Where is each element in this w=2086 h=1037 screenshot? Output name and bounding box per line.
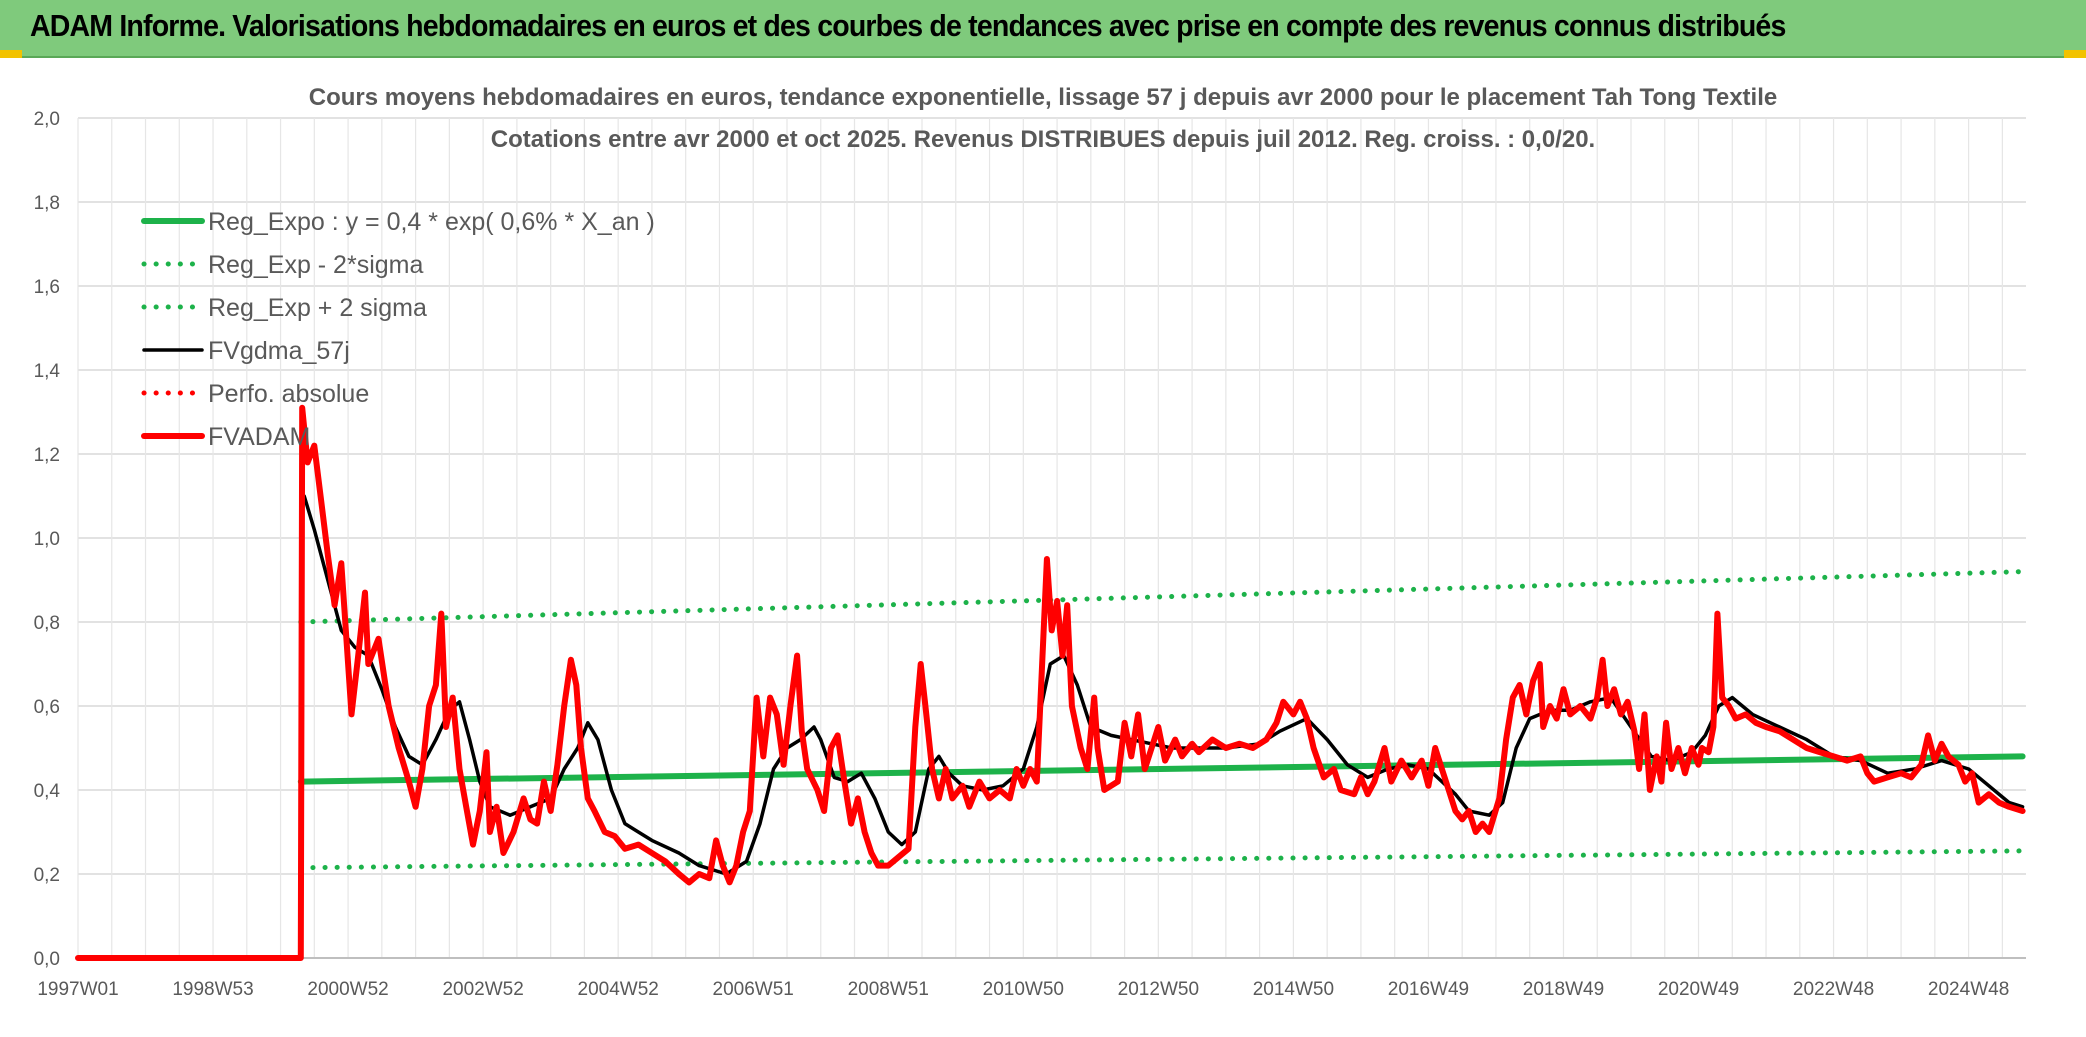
y-tick-label: 0,2 [34,865,60,886]
grid [77,117,2026,959]
legend-label: Reg_Exp + 2 sigma [208,294,427,322]
chart-title: Cours moyens hebdomadaires en euros, ten… [309,84,1777,111]
y-tick-label: 0,8 [34,613,60,634]
report-banner: ADAM Informe. Valorisations hebdomadaire… [0,0,2086,58]
y-tick-label: 1,0 [34,529,60,550]
y-tick-label: 1,2 [34,445,60,466]
corner-accent-left [0,50,22,58]
corner-accent-right [2064,50,2086,58]
x-tick-label: 2010W50 [983,979,1064,1000]
x-tick-label: 2006W51 [713,979,794,1000]
chart-subtitle: Cotations entre avr 2000 et oct 2025. Re… [491,126,1595,153]
x-tick-label: 2012W50 [1118,979,1199,1000]
legend-label: FVgdma_57j [208,337,350,365]
legend-item[interactable]: Reg_Expo : y = 0,4 * exp( 0,6% * X_an ) [141,208,655,236]
legend[interactable]: Reg_Expo : y = 0,4 * exp( 0,6% * X_an ) R… [141,208,655,451]
y-tick-label: 0,4 [34,781,61,802]
y-tick-label: 0,6 [34,697,60,718]
chart-area [0,58,2086,1037]
y-tick-label: 1,4 [34,361,61,382]
x-tick-label: 1998W53 [172,979,253,1000]
valuation-chart: 0,0 0,2 0,4 0,6 0,8 1,0 1,2 1,4 1,6 1,8 2,0 1997W0… [0,58,2086,1037]
y-axis-labels: 0,0 0,2 0,4 0,6 0,8 1,0 1,2 1,4 1,6 1,8 2,0 [34,109,61,970]
legend-item[interactable]: FVgdma_57j [142,337,350,365]
x-tick-label: 2020W49 [1658,979,1739,1000]
legend-label: Reg_Expo : y = 0,4 * exp( 0,6% * X_an ) [208,208,655,236]
x-tick-label: 1997W01 [37,979,118,1000]
x-tick-label: 2014W50 [1253,979,1334,1000]
x-tick-label: 2022W48 [1793,979,1874,1000]
y-tick-label: 1,6 [34,277,60,298]
y-tick-label: 2,0 [34,109,60,130]
legend-label: Perfo. absolue [208,380,369,408]
legend-item[interactable]: FVADAM [141,423,310,451]
x-tick-label: 2016W49 [1388,979,1469,1000]
y-tick-label: 0,0 [34,949,60,970]
series-reg-exp [298,848,2026,871]
y-tick-label: 1,8 [34,193,60,214]
report-title: ADAM Informe. Valorisations hebdomadaire… [30,8,1786,43]
x-tick-label: 2000W52 [307,979,388,1000]
legend-item[interactable]: Perfo. absolue [141,380,369,408]
x-tick-label: 2004W52 [578,979,659,1000]
x-tick-label: 2018W49 [1523,979,1604,1000]
series-lines [75,404,2026,961]
legend-label: FVADAM [208,423,310,451]
legend-item[interactable]: Reg_Exp + 2 sigma [141,294,427,322]
legend-label: Reg_Exp - 2*sigma [208,251,423,279]
x-tick-label: 2008W51 [848,979,929,1000]
series-fvadam [75,404,2026,961]
x-tick-label: 2024W48 [1928,979,2009,1000]
legend-item[interactable]: Reg_Exp - 2*sigma [141,251,423,279]
x-tick-label: 2002W52 [442,979,523,1000]
series-reg-exp [298,569,2026,625]
x-axis-labels: 1997W01 1998W53 2000W52 2002W52 2004W52 2006W… [37,979,2009,1000]
